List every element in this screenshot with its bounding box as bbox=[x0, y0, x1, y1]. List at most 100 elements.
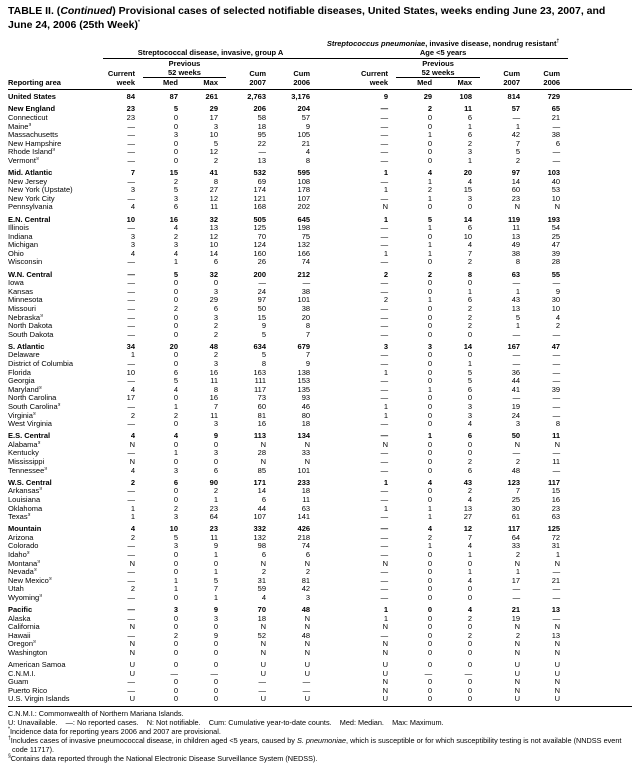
filler-cell bbox=[568, 487, 632, 496]
value-cell: 0 bbox=[467, 394, 473, 403]
value-cell: U bbox=[129, 669, 135, 678]
value-cell: — bbox=[380, 385, 389, 394]
value-cell: — bbox=[380, 550, 389, 559]
value-cell: 15 bbox=[257, 313, 266, 322]
table-row: Mid. Atlantic 7 15 41 532 595 1 4 20 97 103 bbox=[8, 166, 632, 178]
value-cell: 1 bbox=[467, 287, 473, 296]
value-cell: — bbox=[552, 360, 561, 368]
value-cell: 2 bbox=[467, 139, 473, 148]
value-cell: N bbox=[382, 559, 389, 568]
value-cell: 3 bbox=[130, 186, 135, 195]
table-row: Vermont§ — 0 2 13 8 — 0 1 2 — bbox=[8, 157, 632, 166]
value-cell: 5 bbox=[213, 576, 218, 585]
value-cell: 8 bbox=[213, 177, 218, 186]
value-cell: — bbox=[127, 631, 136, 640]
value-cell: 0 bbox=[427, 411, 433, 420]
value-cell: 0 bbox=[467, 640, 473, 649]
value-cell: 24 bbox=[257, 287, 266, 296]
value-cell: 8 bbox=[467, 269, 473, 279]
group-b-header: Streptococcus pneumoniae, invasive disea… bbox=[318, 39, 569, 60]
value-cell: N bbox=[382, 678, 389, 687]
value-cell: 18 bbox=[301, 420, 311, 429]
value-cell: — bbox=[380, 487, 389, 496]
reporting-area-cell: Maine§ bbox=[8, 122, 32, 131]
value-cell: 47 bbox=[551, 341, 561, 351]
filler-cell bbox=[568, 649, 632, 658]
value-cell: 6 bbox=[467, 431, 473, 441]
value-cell: — bbox=[380, 585, 389, 594]
value-cell: N bbox=[554, 678, 561, 687]
col-reporting-area: Reporting area bbox=[8, 77, 103, 91]
value-cell: 16 bbox=[209, 394, 218, 403]
value-cell: — bbox=[380, 279, 389, 288]
value-cell: 0 bbox=[173, 649, 178, 657]
value-cell: 9 bbox=[213, 605, 218, 615]
value-cell: 101 bbox=[297, 296, 311, 305]
value-cell: 202 bbox=[297, 203, 311, 212]
value-cell: — bbox=[127, 304, 136, 313]
value-cell: 52 bbox=[257, 631, 266, 640]
value-cell: 1 bbox=[427, 241, 433, 250]
reporting-area-cell: South Dakota bbox=[8, 330, 54, 339]
value-cell: 1 bbox=[555, 550, 561, 559]
value-cell: N bbox=[382, 640, 389, 649]
value-cell: 85 bbox=[257, 466, 266, 475]
reporting-area-cell: Puerto Rico bbox=[8, 686, 48, 695]
value-cell: — bbox=[127, 296, 136, 305]
value-cell: 74 bbox=[301, 258, 311, 267]
value-cell: 0 bbox=[467, 686, 473, 695]
filler-cell bbox=[568, 279, 632, 288]
value-cell: 108 bbox=[297, 177, 311, 186]
value-cell: N bbox=[554, 686, 561, 695]
value-cell: N bbox=[382, 440, 389, 449]
value-cell: 50 bbox=[257, 304, 266, 313]
value-cell: — bbox=[552, 156, 561, 165]
value-cell: — bbox=[380, 631, 389, 640]
value-cell: 1 bbox=[130, 513, 135, 522]
value-cell: 0 bbox=[213, 640, 218, 649]
value-cell: 0 bbox=[213, 660, 218, 670]
value-cell: 113 bbox=[253, 431, 266, 441]
value-cell: 2 bbox=[515, 156, 521, 165]
value-cell: 13 bbox=[257, 156, 266, 165]
value-cell: 21 bbox=[511, 605, 521, 615]
value-cell: 1 bbox=[427, 513, 433, 522]
col-previous-a: Previous 52 weeks bbox=[143, 58, 226, 79]
value-cell: 53 bbox=[551, 186, 561, 195]
value-cell: 0 bbox=[427, 487, 433, 496]
value-cell: 634 bbox=[253, 341, 266, 351]
value-cell: 84 bbox=[126, 92, 135, 102]
value-cell: 107 bbox=[253, 513, 266, 522]
filler-cell bbox=[568, 441, 632, 450]
value-cell: 6 bbox=[555, 139, 561, 148]
reporting-area-cell: Pennsylvania bbox=[8, 203, 53, 212]
value-cell: 33 bbox=[511, 542, 521, 551]
col-cum06-a: Cum bbox=[293, 68, 311, 78]
value-cell: — bbox=[302, 279, 311, 288]
value-cell: N bbox=[554, 640, 561, 649]
reporting-area-cell: South Carolina§ bbox=[8, 402, 61, 411]
table-row: Indiana 3 2 12 70 75 — 0 10 13 25 bbox=[8, 233, 632, 242]
value-cell: — bbox=[512, 330, 521, 339]
value-cell: 69 bbox=[257, 177, 266, 186]
value-cell: 5 bbox=[515, 148, 521, 157]
value-cell: 29 bbox=[423, 92, 433, 102]
value-cell: — bbox=[258, 678, 267, 687]
value-cell: 134 bbox=[297, 431, 311, 441]
value-cell: 2 bbox=[555, 322, 561, 331]
table-row: New York (Upstate) 3 5 27 174 178 1 2 15 60 53 bbox=[8, 186, 632, 195]
value-cell: 0 bbox=[173, 113, 178, 122]
value-cell: 111 bbox=[254, 377, 266, 386]
table-row: South Carolina§ — 1 7 60 46 1 0 3 19 — bbox=[8, 403, 632, 412]
value-cell: 2 bbox=[173, 504, 178, 513]
table-row: Louisiana —0 1 6 11—0 4 25 16 bbox=[8, 496, 632, 505]
value-cell: 2,763 bbox=[247, 92, 266, 102]
value-cell: 4 bbox=[467, 605, 473, 615]
value-cell: 4 bbox=[467, 576, 473, 585]
value-cell: 0 bbox=[173, 660, 178, 670]
value-cell: 55 bbox=[551, 269, 561, 279]
value-cell: 6 bbox=[467, 224, 473, 233]
value-cell: 11 bbox=[552, 431, 561, 441]
reporting-area-cell: Georgia bbox=[8, 377, 35, 386]
value-cell: 11 bbox=[552, 458, 561, 467]
